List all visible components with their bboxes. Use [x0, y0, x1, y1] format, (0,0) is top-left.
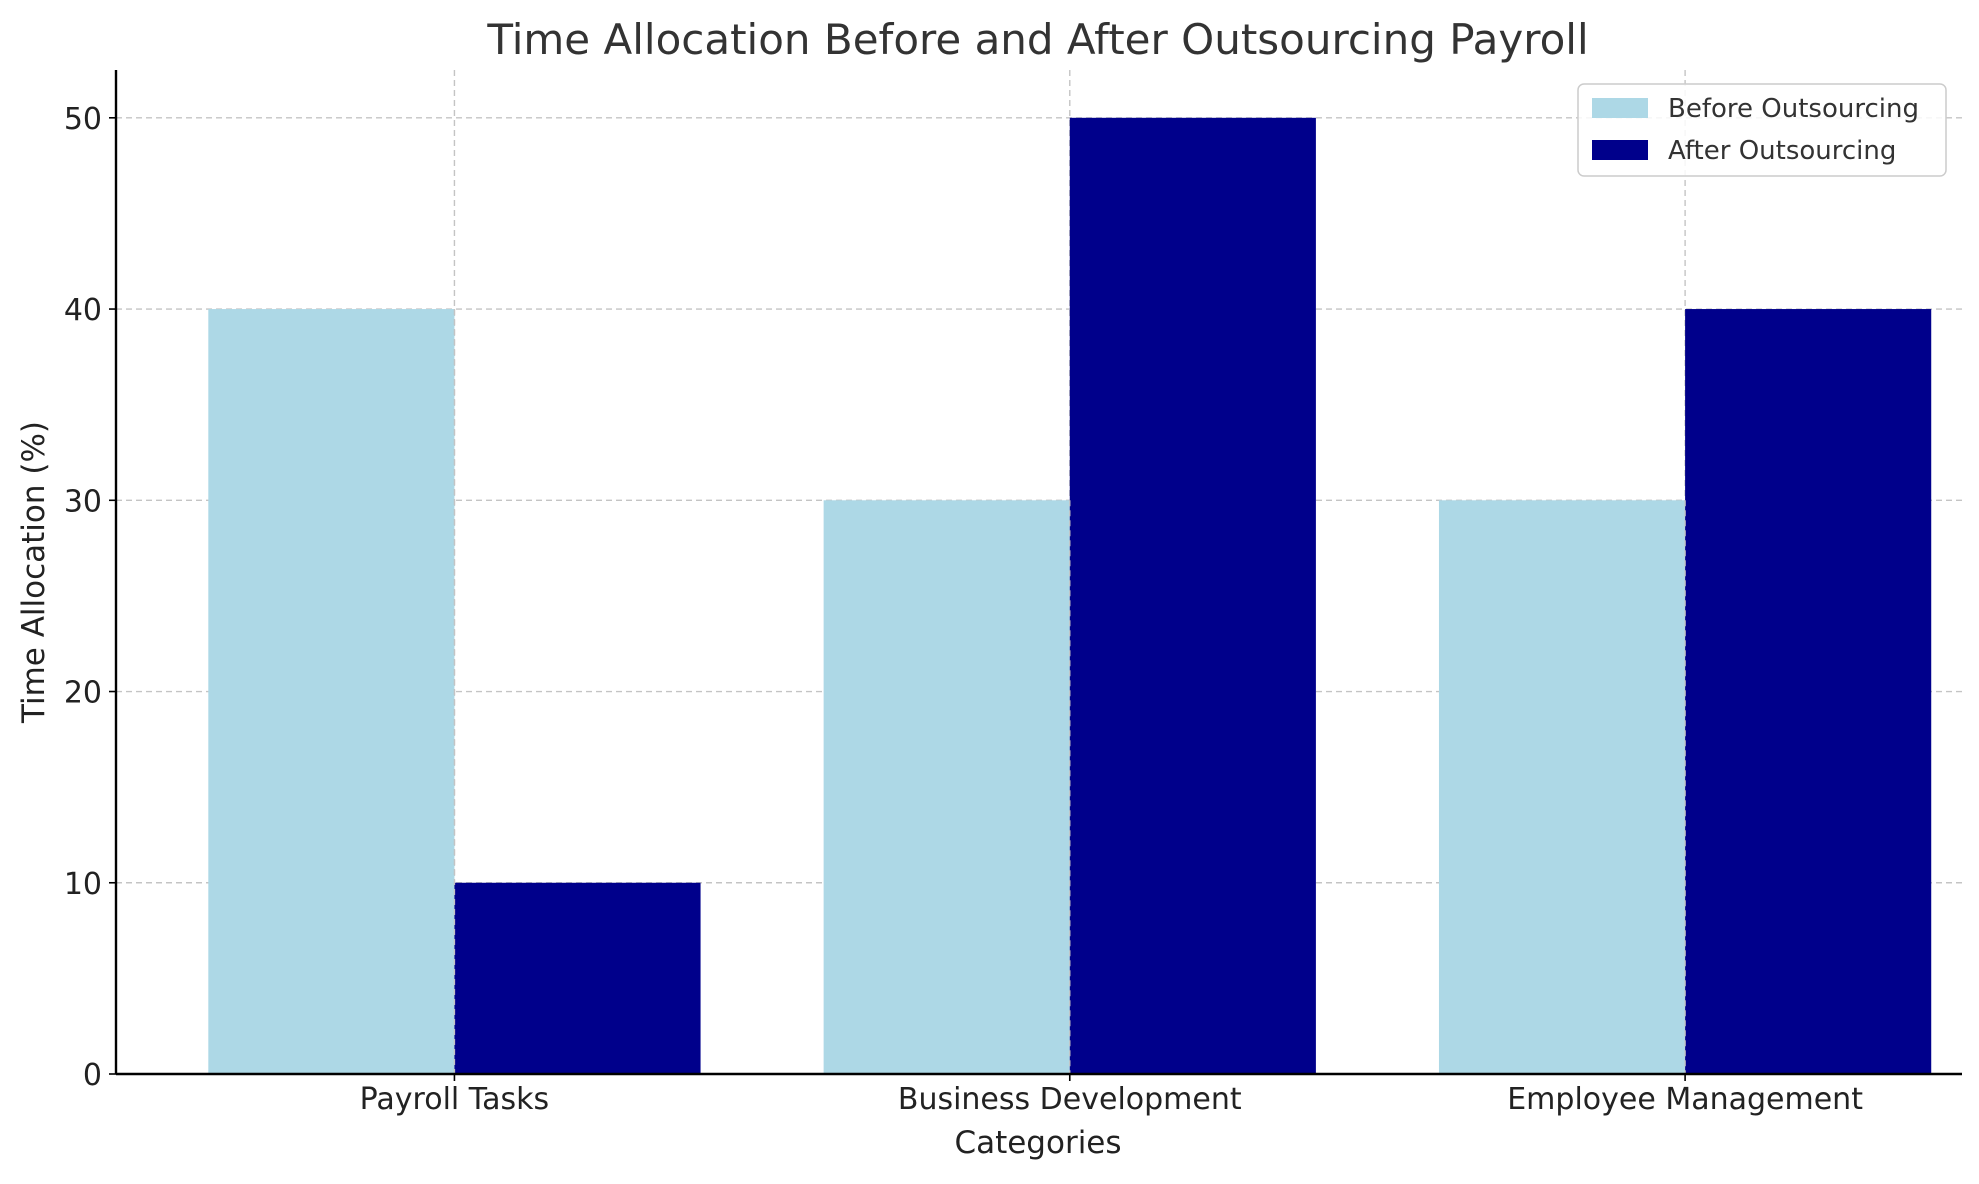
x-axis-label: Categories — [954, 1125, 1121, 1161]
y-axis-label: Time Allocation (%) — [16, 421, 52, 724]
legend-swatch-after — [1592, 140, 1648, 160]
x-tick-label-0: Payroll Tasks — [360, 1082, 550, 1117]
bar-before-0 — [208, 309, 455, 1074]
y-tick-label-10: 10 — [64, 867, 102, 902]
x-tick-label-2: Employee Management — [1507, 1082, 1863, 1117]
y-tick-label-50: 50 — [64, 102, 102, 137]
axes — [114, 70, 1962, 1076]
bar-before-2 — [1438, 500, 1686, 1074]
bar-after-0 — [454, 882, 701, 1074]
bars — [208, 117, 1932, 1075]
bar-after-1 — [1069, 117, 1316, 1075]
y-tick-label-30: 30 — [64, 484, 102, 519]
bar-after-2 — [1685, 309, 1932, 1074]
x-tick-label-1: Business Development — [898, 1082, 1242, 1117]
tick-labels: 0 10 20 30 40 50 Payroll Tasks Business Develop… — [64, 102, 1863, 1117]
y-tick-label-0: 0 — [83, 1058, 102, 1093]
y-tick-label-20: 20 — [64, 676, 102, 711]
legend: Before Outsourcing After Outsourcing — [1577, 83, 1947, 177]
legend-box — [1577, 83, 1947, 177]
chart-title: Time Allocation Before and After Outsour… — [486, 15, 1588, 64]
legend-label-before: Before Outsourcing — [1668, 94, 1919, 124]
bar-before-1 — [823, 500, 1070, 1074]
y-tick-label-40: 40 — [64, 293, 102, 328]
legend-swatch-before — [1592, 98, 1648, 118]
legend-label-after: After Outsourcing — [1668, 136, 1896, 166]
